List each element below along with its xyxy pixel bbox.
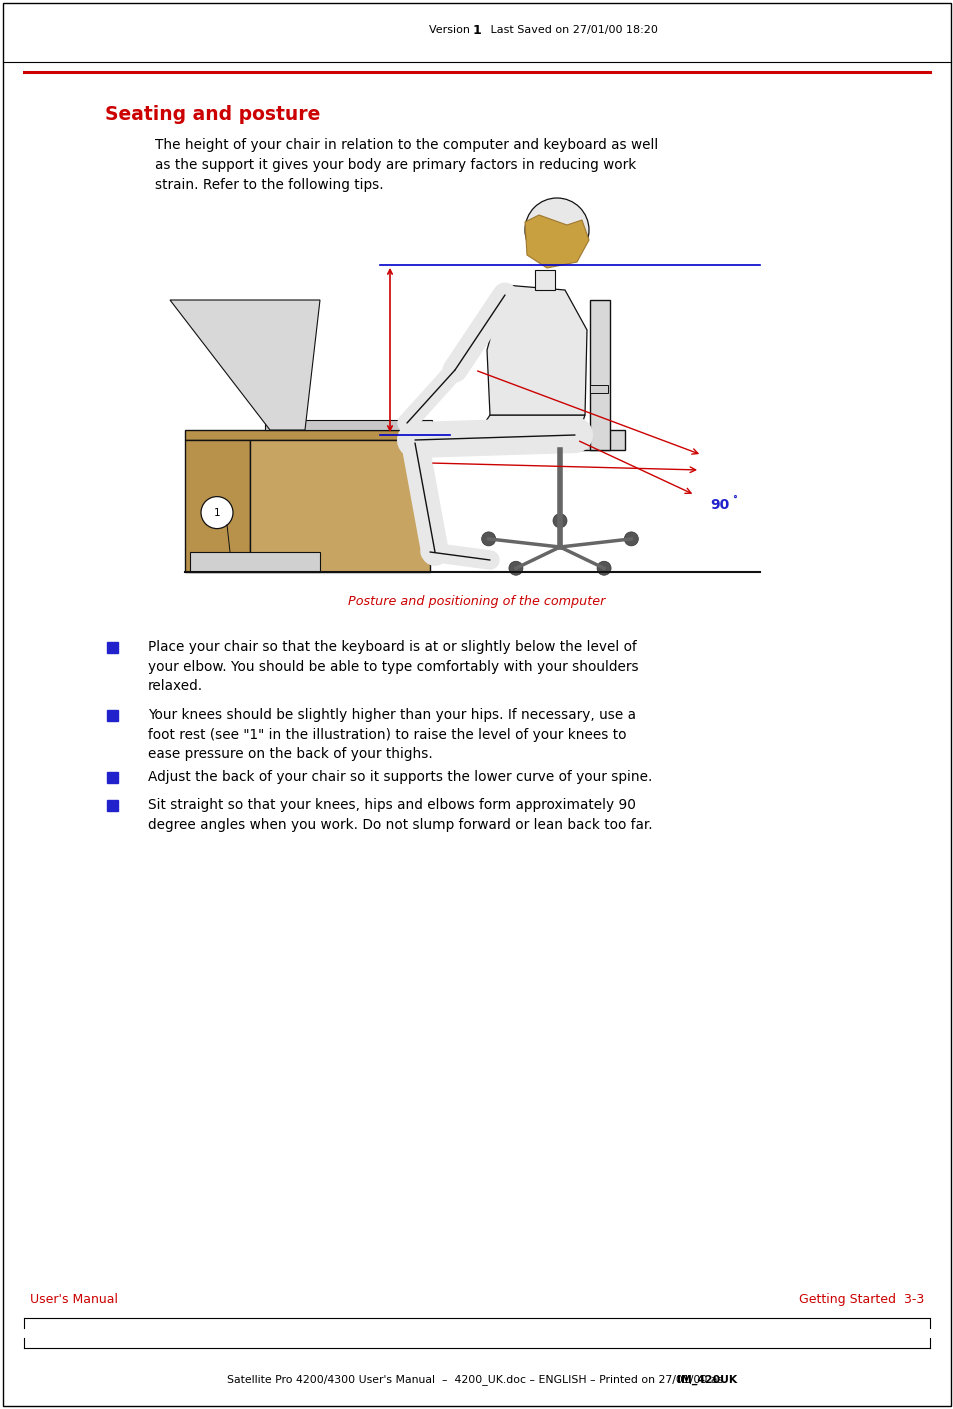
Circle shape [623, 531, 638, 545]
Bar [535, 271, 555, 290]
Text: IM_420UK: IM_420UK [677, 1375, 737, 1385]
Circle shape [201, 496, 233, 528]
Text: User's Manual: User's Manual [30, 1293, 118, 1306]
Text: Seating and posture: Seating and posture [105, 106, 320, 124]
Polygon shape [170, 300, 319, 430]
Circle shape [553, 514, 566, 528]
Polygon shape [486, 285, 586, 416]
Text: Version: Version [429, 25, 476, 35]
Polygon shape [524, 216, 588, 268]
Bar [185, 440, 250, 572]
Bar [589, 385, 607, 393]
Text: Satellite Pro 4200/4300 User's Manual  –  4200_UK.doc – ENGLISH – Printed on 27/: Satellite Pro 4200/4300 User's Manual – … [227, 1375, 726, 1385]
Bar [475, 430, 624, 449]
Bar [107, 772, 118, 783]
Text: Adjust the back of your chair so it supports the lower curve of your spine.: Adjust the back of your chair so it supp… [148, 769, 652, 783]
Text: Last Saved on 27/01/00 18:20: Last Saved on 27/01/00 18:20 [479, 25, 658, 35]
Circle shape [481, 531, 496, 545]
Text: Posture and positioning of the computer: Posture and positioning of the computer [348, 595, 605, 609]
Circle shape [597, 561, 611, 575]
Bar [589, 300, 609, 449]
Text: Getting Started  3-3: Getting Started 3-3 [798, 1293, 923, 1306]
Text: Your knees should be slightly higher than your hips. If necessary, use a
foot re: Your knees should be slightly higher tha… [148, 707, 636, 761]
Text: 1: 1 [472, 24, 481, 37]
Bar [190, 552, 319, 572]
Text: 1: 1 [213, 507, 220, 517]
Bar [185, 430, 430, 440]
Bar [107, 710, 118, 721]
Text: 90: 90 [709, 497, 728, 511]
Bar [107, 643, 118, 652]
Text: Place your chair so that the keyboard is at or slightly below the level of
your : Place your chair so that the keyboard is… [148, 640, 638, 693]
Circle shape [508, 561, 522, 575]
Bar [250, 440, 430, 572]
Bar [107, 800, 118, 812]
Circle shape [524, 199, 588, 262]
Polygon shape [479, 416, 584, 430]
Text: Sit straight so that your knees, hips and elbows form approximately 90
degree an: Sit straight so that your knees, hips an… [148, 797, 652, 831]
Bar [265, 420, 432, 430]
Text: °: ° [731, 495, 736, 504]
Text: The height of your chair in relation to the computer and keyboard as well
as the: The height of your chair in relation to … [154, 138, 658, 192]
